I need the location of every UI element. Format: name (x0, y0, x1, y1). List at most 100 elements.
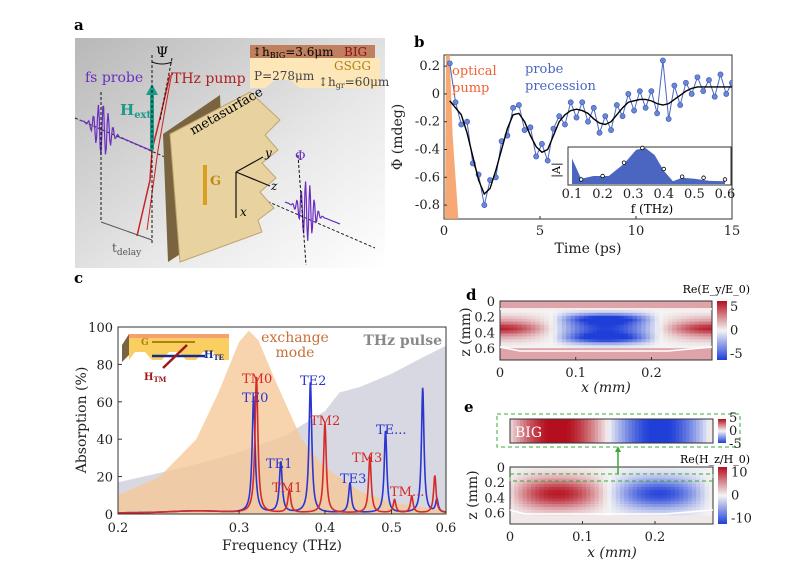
heatmap-e-cell (590, 467, 595, 471)
annotation-pump: pump (452, 81, 489, 96)
heatmap-d-cell (636, 342, 642, 346)
heatmap-e-cell (560, 484, 566, 488)
heatmap-e-cell (560, 498, 566, 502)
heatmap-e-cell (573, 495, 579, 499)
heatmap-d-cell (566, 318, 572, 323)
heatmap-e-cell (658, 518, 663, 522)
heatmap-d-cell (504, 354, 510, 358)
data-point (562, 121, 568, 128)
heatmap-d-cell (583, 303, 589, 308)
heatmap-d-cell (663, 309, 669, 314)
y-tick-label-b: -0.2 (415, 115, 440, 130)
heatmap-e-cell (556, 498, 562, 502)
heatmap-e-cell (691, 498, 697, 502)
heatmap-e-cell (649, 515, 655, 519)
x-tick-label: 0.1 (565, 366, 586, 381)
heatmap-d-cell (508, 312, 514, 317)
heatmap-e-cell (556, 495, 562, 499)
heatmap-e-cell (670, 481, 676, 485)
heatmap-e-cell (518, 504, 524, 508)
heatmap-e-cell (632, 506, 638, 511)
heatmap-e-cell (658, 515, 663, 519)
heatmap-d-cell (583, 315, 589, 320)
heatmap-d-cell (703, 301, 708, 305)
heatmap-e-cell (624, 506, 629, 511)
heatmap-e-cell (531, 495, 536, 499)
heatmap-d-cell (553, 321, 558, 325)
heatmap-e-cell (611, 481, 617, 485)
heatmap-e-cell (531, 467, 536, 471)
heatmap-d-cell (703, 324, 708, 328)
big-layer-cell (574, 419, 579, 444)
heatmap-d-cell (650, 339, 655, 343)
heatmap-d-cell (583, 348, 589, 352)
y-tick-label: 0.6 (484, 507, 505, 522)
heatmap-e-cell (607, 478, 612, 482)
heatmap-e-cell (522, 518, 528, 522)
heatmap-d-cell (579, 321, 585, 325)
heatmap-e-cell (658, 498, 663, 502)
heatmap-e-cell (598, 481, 604, 485)
heatmap-d-cell (553, 315, 558, 320)
heatmap-d-cell (672, 345, 678, 349)
heatmap-e-cell (645, 467, 650, 471)
structure-outline-d (499, 308, 713, 352)
heatmap-d-cell (685, 301, 691, 305)
heatmap-d-cell (667, 345, 673, 349)
heatmap-d-cell (504, 339, 510, 343)
heatmap-e-cell (526, 478, 532, 482)
heatmap-e-cell (581, 475, 587, 479)
heatmap-d-cell (570, 315, 576, 320)
heatmap-e-cell (658, 501, 663, 505)
heatmap-e-cell (535, 498, 541, 502)
heatmap-e-cell (649, 475, 655, 479)
heatmap-e-cell (543, 481, 549, 485)
heatmap-d-cell (535, 315, 541, 320)
heatmap-e-cell (594, 481, 600, 485)
heatmap-d-cell (619, 315, 625, 320)
heatmap-d-cell (588, 336, 594, 340)
heatmap-d-cell (583, 318, 589, 323)
heatmap-e-cell (552, 506, 557, 511)
heatmap-d-cell (575, 301, 580, 305)
heatmap-d-cell (650, 348, 655, 352)
heatmap-e-cell (700, 467, 705, 471)
heatmap-e-cell (590, 518, 595, 522)
heatmap-d-cell (508, 301, 514, 305)
heatmap-e-cell (526, 481, 532, 485)
heatmap-d-cell (535, 321, 541, 325)
big-layer-cell (553, 419, 558, 444)
heatmap-d-cell (703, 336, 708, 340)
heatmap-d-cell (526, 327, 532, 331)
heatmap-d-cell (535, 303, 541, 308)
heatmap-d-cell (544, 315, 549, 320)
heatmap-d-cell (698, 339, 704, 343)
heatmap-e-cell (674, 509, 680, 513)
heatmap-d-cell (645, 327, 651, 331)
heatmap-d-cell (517, 327, 523, 331)
heatmap-d-cell (544, 318, 549, 323)
heatmap-d-cell (522, 318, 527, 323)
heatmap-d-cell (628, 318, 633, 323)
heatmap-d-cell (601, 309, 607, 314)
x-tick-label-b: 5 (536, 224, 544, 239)
heatmap-d-cell (570, 357, 576, 361)
heatmap-d-cell (707, 348, 713, 352)
heatmap-d-cell (694, 309, 700, 314)
heatmap-d-cell (557, 327, 563, 331)
heatmap-e-cell (514, 504, 519, 508)
heatmap-d-cell (707, 327, 713, 331)
label-tm3: TM3 (352, 451, 382, 466)
heatmap-d-cell (698, 345, 704, 349)
heatmap-e-cell (653, 501, 659, 505)
heatmap-e-cell (641, 469, 646, 474)
heatmap-d-cell (588, 342, 594, 346)
heatmap-e-cell (531, 489, 536, 494)
exchange-mode-area (118, 330, 446, 514)
heatmap-d-cell (707, 357, 713, 361)
heatmap-e-cell (598, 521, 604, 525)
heatmap-e-cell (560, 521, 566, 525)
heatmap-d-cell (526, 351, 532, 355)
heatmap-d-cell (623, 301, 629, 305)
heatmap-e-cell (573, 489, 579, 494)
